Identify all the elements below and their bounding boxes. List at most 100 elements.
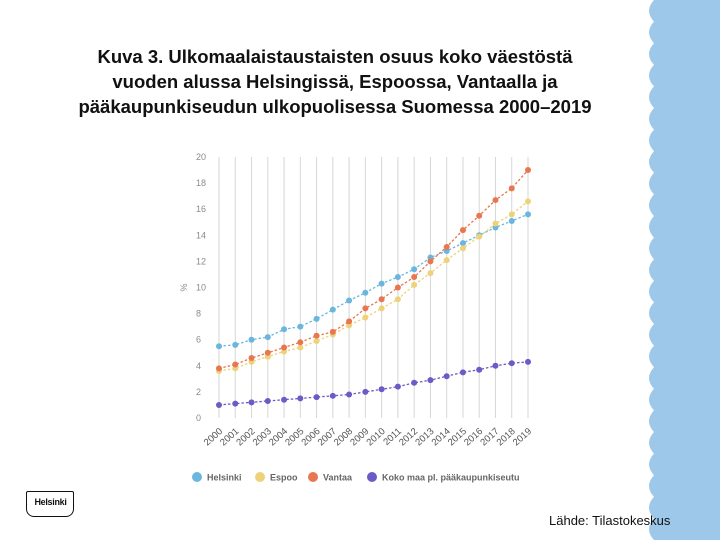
data-point [525,358,531,365]
y-tick-label: 14 [196,230,206,240]
data-point [297,323,304,330]
logo-text: Helsinki [34,497,67,507]
data-point [427,377,434,384]
data-point [459,227,466,234]
y-tick-label: 18 [196,178,206,188]
data-point [313,394,320,401]
data-point [411,379,418,386]
data-point [394,284,401,291]
helsinki-logo: Helsinki [26,491,74,519]
legend-swatch [192,472,202,482]
data-point [297,395,304,402]
data-point [346,318,353,325]
data-point [492,362,499,369]
data-point [411,266,418,273]
data-point [346,391,353,398]
title-line-3: pääkaupunkiseudun ulkopuolisessa Suomess… [78,96,592,117]
title-line-1: Kuva 3. Ulkomaalaistaustaisten osuus kok… [97,46,573,67]
data-point [378,305,385,312]
y-tick-label: 10 [196,283,206,293]
legend-item-3: Koko maa pl. pääkaupunkiseutu [367,472,520,483]
data-point [459,245,466,252]
data-point [232,400,239,407]
y-tick-label: 4 [196,361,201,371]
source-label: Lähde: Tilastokeskus [549,513,671,528]
legend-label: Vantaa [323,473,353,483]
series-2 [216,167,531,372]
logo-shield [26,491,74,517]
legend-item-1: Espoo [255,472,298,483]
legend-label: Espoo [270,473,298,483]
series-line-1 [218,200,529,372]
data-point [411,274,418,281]
data-point [362,289,369,296]
data-point [492,197,499,204]
series-0 [216,211,531,350]
y-tick-label: 16 [196,204,206,214]
data-point [508,185,515,192]
data-point [411,281,418,288]
data-point [264,334,271,341]
y-tick-label: 0 [196,413,201,423]
data-point [525,211,531,218]
data-point [281,344,288,351]
data-point [313,332,320,339]
data-point [281,326,288,333]
data-point [525,167,531,174]
data-point [394,296,401,303]
data-point [313,315,320,322]
data-point [378,296,385,303]
wave-shape [649,0,720,540]
data-point [459,369,466,376]
data-point [476,366,483,373]
data-point [264,349,271,356]
legend-item-2: Vantaa [308,472,353,483]
chart-area: 02468101214161820%2000200120022003200420… [179,152,534,483]
slide-title: Kuva 3. Ulkomaalaistaustaisten osuus kok… [10,44,660,119]
data-point [329,392,336,399]
y-tick-label: 6 [196,335,201,345]
data-point [329,306,336,313]
data-point [476,212,483,219]
legend-label: Koko maa pl. pääkaupunkiseutu [382,473,520,483]
y-axis-label: % [179,283,189,291]
data-point [427,258,434,265]
data-point [329,328,336,335]
data-point [443,257,450,264]
legend-label: Helsinki [207,473,242,483]
data-point [508,217,515,224]
data-point [281,396,288,403]
data-point [394,274,401,281]
data-point [216,343,222,350]
data-point [459,240,466,247]
legend-swatch [367,472,377,482]
data-point [216,365,222,372]
data-point [427,270,434,277]
data-point [508,211,515,218]
y-tick-label: 2 [196,387,201,397]
legend-swatch [255,472,265,482]
data-point [297,339,304,346]
data-point [232,361,239,368]
series-1 [216,198,531,375]
x-tick-label-2019: 2019 [511,426,534,448]
data-point [248,336,255,343]
data-point [476,233,483,240]
data-point [346,297,353,304]
data-point [313,338,320,345]
data-point [232,341,239,348]
data-point [525,198,531,205]
y-tick-label: 20 [196,152,206,162]
data-point [362,305,369,312]
data-point [492,220,499,227]
legend: Helsinki Espoo Vantaa Koko maa pl. pääkaupu… [192,472,520,483]
data-point [248,399,255,406]
title-line-2: vuoden alussa Helsingissä, Espoossa, Van… [112,71,558,92]
data-point [378,280,385,287]
legend-item-0: Helsinki [192,472,242,483]
data-point [248,354,255,361]
y-tick-label: 8 [196,309,201,319]
series-3 [216,358,531,408]
data-point [216,401,222,408]
